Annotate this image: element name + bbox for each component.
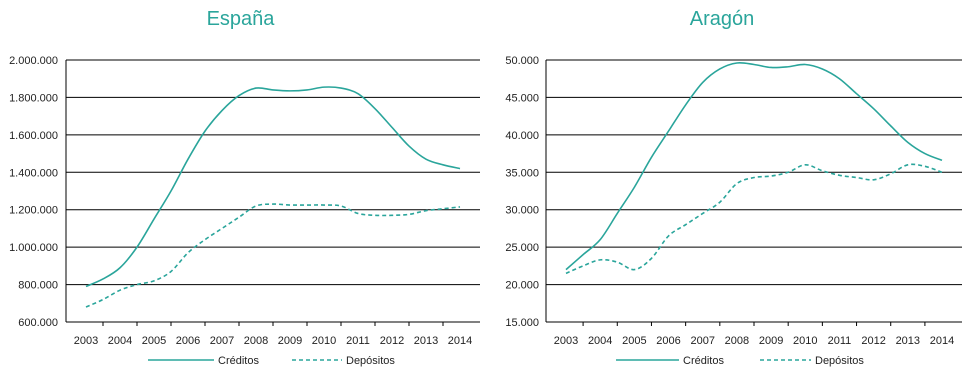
y-tick-label: 20.000 [505, 280, 539, 292]
chart-espana: España 600.000 800.000 1.000.000 1.200.000 1… [0, 0, 481, 373]
series-line-depositos [565, 163, 943, 275]
x-tick-label: 2003 [554, 335, 578, 347]
y-tick-label: 800.000 [18, 280, 58, 292]
x-tick-label: 2009 [278, 335, 302, 347]
y-tick-label: 1.000.000 [9, 242, 58, 254]
y-tick-label: 50.000 [505, 55, 539, 67]
chart-aragon: Aragón 15.000 20.000 25.000 30.000 35.000 40.… [481, 0, 963, 373]
y-tick-label: 1.800.000 [9, 92, 58, 104]
x-tick-label: 2010 [793, 335, 817, 347]
legend-label-depositos: Depósitos [346, 355, 395, 367]
x-tick-label: 2004 [108, 335, 132, 347]
series-line-depositos [85, 203, 461, 308]
y-tick-label: 30.000 [505, 205, 539, 217]
x-tick-label: 2013 [414, 335, 438, 347]
series-line-creditos [565, 62, 943, 271]
series-line-creditos [85, 86, 461, 288]
x-tick-label: 2010 [312, 335, 336, 347]
y-tick-label: 45.000 [505, 92, 539, 104]
y-tick-label: 25.000 [505, 242, 539, 254]
y-tick-label: 40.000 [505, 130, 539, 142]
x-tick-label: 2004 [588, 335, 612, 347]
x-tick-label: 2007 [210, 335, 234, 347]
x-tick-label: 2005 [142, 335, 166, 347]
x-tick-label: 2006 [176, 335, 200, 347]
x-tick-label: 2005 [622, 335, 646, 347]
x-tick-label: 2012 [380, 335, 404, 347]
x-tick-label: 2009 [759, 335, 783, 347]
x-tick-label: 2011 [346, 335, 370, 347]
chart-title: España [206, 8, 275, 30]
legend-label-creditos: Créditos [218, 355, 259, 367]
x-tick-label: 2008 [725, 335, 749, 347]
y-tick-label: 2.000.000 [9, 55, 58, 67]
x-tick-label: 2011 [828, 335, 852, 347]
x-tick-label: 2003 [74, 335, 98, 347]
y-tick-label: 1.600.000 [9, 130, 58, 142]
chart-title: Aragón [689, 8, 755, 30]
legend-label-creditos: Créditos [683, 355, 724, 367]
y-tick-label: 600.000 [18, 317, 58, 329]
y-tick-label: 15.000 [505, 317, 539, 329]
y-tick-label: 35.000 [505, 167, 539, 179]
x-tick-label: 2013 [896, 335, 920, 347]
legend-label-depositos: Depósitos [815, 355, 864, 367]
x-tick-label: 2006 [656, 335, 680, 347]
y-tick-label: 1.200.000 [9, 205, 58, 217]
x-tick-label: 2014 [930, 335, 954, 347]
x-tick-label: 2012 [861, 335, 885, 347]
x-tick-label: 2008 [244, 335, 268, 347]
chart-plot-aragon: 15.000 20.000 25.000 30.000 35.000 40.000 45.0… [505, 55, 962, 367]
x-tick-label: 2007 [690, 335, 714, 347]
y-tick-label: 1.400.000 [9, 167, 58, 179]
chart-plot-espana: 600.000 800.000 1.000.000 1.200.000 1.400.00… [9, 55, 480, 367]
x-tick-label: 2014 [448, 335, 472, 347]
